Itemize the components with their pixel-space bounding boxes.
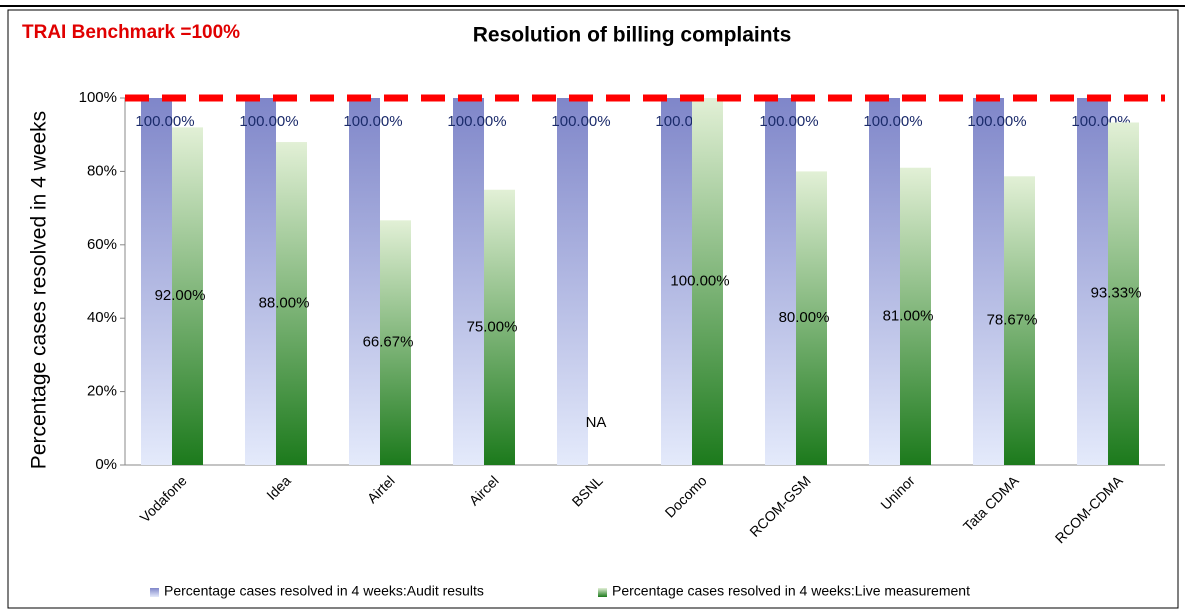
bar: [276, 142, 307, 466]
y-tick-label: 0%: [95, 456, 117, 473]
y-tick-label: 20%: [87, 383, 117, 400]
data-label: 88.00%: [259, 294, 310, 311]
x-tick-label: Tata CDMA: [960, 472, 1022, 534]
data-label: 100.00%: [967, 113, 1026, 130]
benchmark-note: TRAI Benchmark =100%: [22, 22, 240, 43]
x-tick-label: Uninor: [877, 472, 918, 513]
x-tick-label: Vodafone: [137, 472, 190, 525]
bar: [349, 98, 380, 465]
data-label: 100.00%: [759, 113, 818, 130]
y-axis-label: Percentage cases resolved in 4 weeks: [28, 111, 51, 469]
chart-frame: [7, 9, 1179, 609]
bar: [692, 98, 723, 465]
x-tick-label: RCOM-GSM: [746, 472, 813, 539]
data-label: 92.00%: [155, 287, 206, 304]
data-label: 66.67%: [363, 334, 414, 351]
legend-label: Percentage cases resolved in 4 weeks:Liv…: [612, 583, 970, 599]
data-label: 100.00%: [447, 113, 506, 130]
data-label: 100.00%: [863, 113, 922, 130]
data-label: 75.00%: [467, 318, 518, 335]
bar: [141, 98, 172, 465]
data-label: 100.00%: [551, 113, 610, 130]
data-label: 81.00%: [883, 307, 934, 324]
y-tick-label: 60%: [87, 236, 117, 253]
bar: [661, 98, 692, 465]
bar: [796, 171, 827, 465]
data-label: NA: [586, 414, 607, 431]
bar: [484, 189, 515, 465]
x-tick-label: Airtel: [364, 472, 398, 506]
legend-swatch: [150, 588, 159, 597]
data-label: 100.00%: [239, 113, 298, 130]
bar: [172, 127, 203, 466]
data-label: 80.00%: [779, 309, 830, 326]
bar: [900, 167, 931, 466]
x-tick-label: Aircel: [466, 472, 502, 508]
data-label: 100.00%: [670, 272, 729, 289]
bar: [380, 220, 411, 465]
y-tick-label: 40%: [87, 309, 117, 326]
x-tick-label: Idea: [263, 472, 294, 503]
data-label: 100.00%: [343, 113, 402, 130]
bar: [245, 98, 276, 465]
data-label: 100.00%: [135, 113, 194, 130]
bar: [1077, 98, 1108, 465]
legend-label: Percentage cases resolved in 4 weeks:Aud…: [164, 583, 484, 599]
y-tick-label: 100%: [79, 89, 117, 106]
x-tick-label: Docomo: [662, 472, 710, 520]
bar: [973, 98, 1004, 465]
bar: [1004, 176, 1035, 465]
x-tick-label: RCOM-CDMA: [1052, 472, 1126, 546]
data-label: 78.67%: [987, 312, 1038, 329]
bar: [1108, 122, 1139, 466]
x-tick-label: BSNL: [569, 472, 606, 509]
y-tick-label: 80%: [87, 162, 117, 179]
chart-title: Resolution of billing complaints: [473, 24, 792, 47]
bar: [557, 98, 588, 465]
bar: [869, 98, 900, 465]
bar: [453, 98, 484, 465]
bar: [765, 98, 796, 465]
data-label: 93.33%: [1091, 285, 1142, 302]
legend-swatch: [598, 588, 607, 597]
